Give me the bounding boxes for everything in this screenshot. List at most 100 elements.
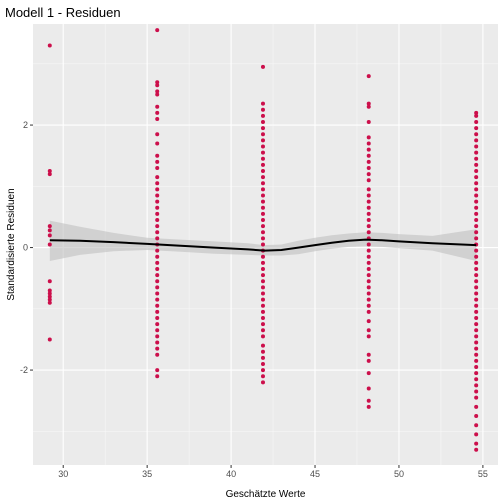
data-point [366,404,371,409]
data-point [474,377,479,382]
data-point [155,205,160,210]
data-point [260,291,265,296]
data-point [47,233,52,238]
y-axis-label: Standardisierte Residuen [6,188,17,300]
data-point [474,126,479,131]
data-point [47,294,52,299]
data-point [474,199,479,204]
data-point [366,303,371,308]
data-point [155,285,160,290]
data-point [366,224,371,229]
data-point [47,288,52,293]
data-point [260,187,265,192]
data-point [155,309,160,314]
data-point [155,374,160,379]
y-tick-label: 0 [23,243,28,253]
data-point [47,297,52,302]
data-point [366,242,371,247]
data-point [474,169,479,173]
data-point [260,285,265,290]
data-point [155,28,160,33]
x-tick-label: 35 [142,469,152,479]
data-point [260,380,265,385]
data-point [155,297,160,302]
data-point [155,273,160,278]
data-point [366,159,371,164]
data-point [366,165,371,170]
data-point [474,346,479,351]
data-point [474,181,479,186]
data-point [260,150,265,155]
data-point [155,334,160,339]
data-point [155,104,160,109]
x-tick-label: 50 [394,469,404,479]
data-point [155,340,160,345]
data-point [366,178,371,183]
data-point [474,285,479,290]
data-point [474,365,479,369]
data-point [155,230,160,235]
smooth-line [49,238,477,252]
data-point [366,230,371,235]
data-point [474,162,479,167]
data-point [260,113,265,118]
data-point [155,175,160,180]
data-point [474,328,479,333]
data-point [155,303,160,308]
data-point [47,300,52,305]
data-point [155,279,160,284]
data-point [155,224,160,229]
data-point [366,291,371,296]
data-point [474,371,479,376]
data-point [474,297,479,302]
data-point [366,328,371,333]
data-point [474,187,479,192]
data-point [474,322,479,327]
data-point [155,267,160,271]
data-point [260,193,265,198]
data-point [260,199,265,204]
data-point [474,175,479,180]
chart-title: Modell 1 - Residuen [5,5,121,20]
data-point [260,242,265,247]
data-point [366,187,371,192]
data-point [155,291,160,296]
data-point [260,107,265,112]
data-point [260,120,265,124]
data-point [155,187,160,192]
data-point [474,389,479,394]
data-point [260,316,265,320]
data-point [474,138,479,143]
data-point [474,218,479,222]
data-point [474,110,479,115]
data-point [155,92,160,97]
data-point [366,218,371,222]
data-point [474,273,479,278]
data-point [474,254,479,259]
data-point [474,205,479,210]
x-axis-label: Geschätzte Werte [226,489,306,500]
data-point [260,361,265,366]
data-point [260,132,265,137]
data-point [366,205,371,210]
data-point [260,279,265,284]
data-point [260,162,265,167]
data-point [155,199,160,204]
data-point [474,414,479,418]
data-point [474,291,479,296]
data-point [474,113,479,118]
data-point [366,398,371,403]
data-point [366,172,371,177]
data-point [260,328,265,333]
data-point [260,156,265,161]
data-point [366,141,371,146]
x-tick-label: 55 [478,469,488,479]
data-point [474,267,479,271]
data-point [474,432,479,437]
data-point [155,181,160,186]
data-point [474,358,479,363]
data-point [260,343,265,348]
data-point [474,395,479,400]
data-point [366,199,371,204]
